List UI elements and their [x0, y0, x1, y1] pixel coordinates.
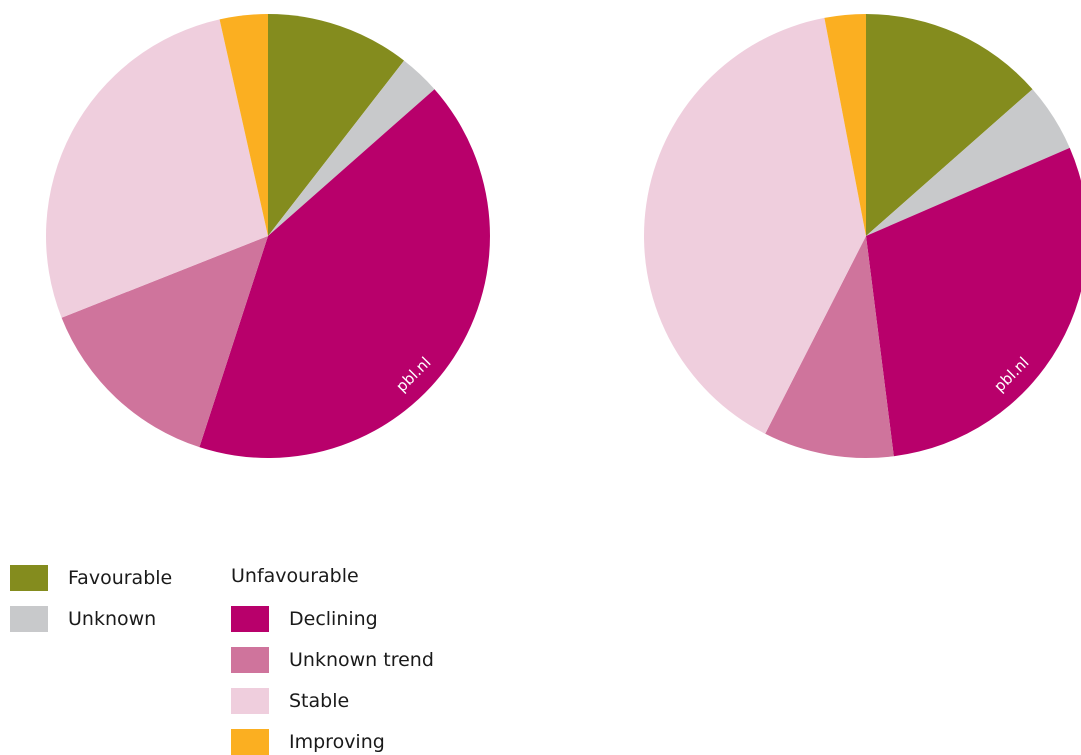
- pie-slice-declining: [866, 147, 1081, 457]
- legend-swatch-favourable: [10, 565, 48, 591]
- legend-unknown: Unknown: [10, 606, 156, 632]
- legend-label-declining: Declining: [289, 608, 378, 630]
- legend-unknown-trend: Unknown trend: [231, 647, 434, 673]
- legend-label-unknown-trend: Unknown trend: [289, 649, 434, 671]
- legend-swatch-declining: [231, 606, 269, 632]
- legend-heading-unfavourable: Unfavourable: [231, 565, 359, 587]
- legend-swatch-stable: [231, 688, 269, 714]
- pie-slice-declining: [199, 89, 490, 458]
- legend-swatch-unknown-trend: [231, 647, 269, 673]
- pie-slice-unknown-trend: [765, 236, 894, 458]
- pie-charts: pbl.nl pbl.nl: [46, 13, 1081, 458]
- pie-slice-unknown: [866, 89, 1070, 236]
- legend-favourable: Favourable: [10, 565, 172, 591]
- legend-improving: Improving: [231, 729, 385, 755]
- pie-chart-left: pbl.nl: [46, 14, 490, 458]
- pie-slice-improving: [824, 13, 866, 236]
- legend-label-improving: Improving: [289, 731, 385, 753]
- pie-slice-favourable: [866, 14, 1033, 236]
- legend-label-unknown: Unknown: [68, 608, 157, 630]
- pie-chart-right: pbl.nl: [643, 13, 1081, 458]
- legend-stable: Stable: [231, 688, 349, 714]
- pie-slice-stable: [46, 19, 268, 318]
- legend-swatch-improving: [231, 729, 269, 755]
- pie-slice-unknown: [268, 60, 435, 237]
- pie-slice-stable: [643, 17, 866, 434]
- legend-swatch-unknown: [10, 606, 48, 632]
- legend-label-stable: Stable: [289, 690, 350, 712]
- pie-slice-unknown-trend: [61, 236, 269, 448]
- pie-slice-favourable: [268, 14, 405, 236]
- legend-label-favourable: Favourable: [68, 567, 173, 589]
- legend-declining: Declining: [231, 606, 378, 632]
- pie-slice-improving: [219, 14, 268, 236]
